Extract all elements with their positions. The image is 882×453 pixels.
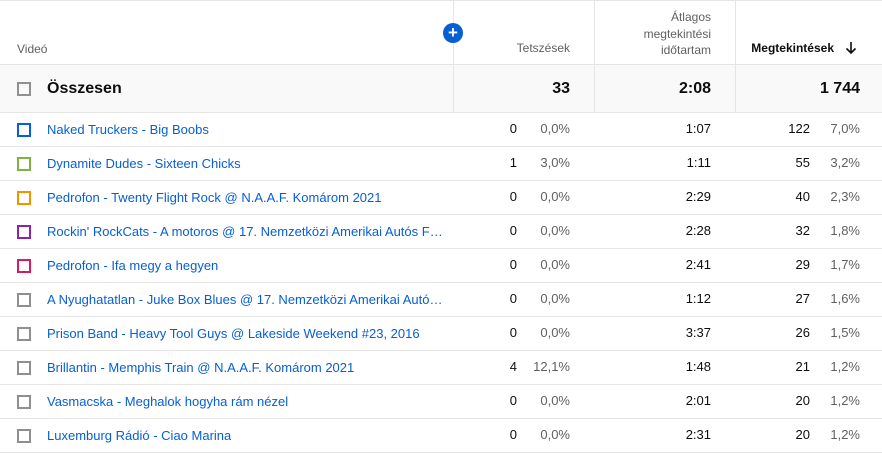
avg-watch-value: 1:48: [685, 359, 711, 374]
likes-percent: 0,0%: [540, 121, 570, 136]
likes-value: 1: [509, 155, 517, 170]
table-header: Videó Tetszések Átlagos megtekintési idő…: [0, 1, 882, 65]
row-checkbox[interactable]: [17, 224, 31, 239]
avg-watch-value: 3:37: [685, 325, 711, 340]
plus-circle-icon[interactable]: +: [443, 23, 463, 43]
video-title-link[interactable]: Naked Truckers - Big Boobs: [47, 121, 209, 137]
row-checkbox[interactable]: [17, 122, 31, 137]
table-row[interactable]: Pedrofon - Twenty Flight Rock @ N.A.A.F.…: [0, 181, 882, 215]
table-row[interactable]: Luxemburg Rádió - Ciao Marina 0 0,0% 2:3…: [0, 419, 882, 453]
likes-value: 0: [509, 189, 517, 204]
likes-value: 0: [509, 121, 517, 136]
table-row[interactable]: A Nyughatatlan - Juke Box Blues @ 17. Ne…: [0, 283, 882, 317]
likes-value: 0: [509, 291, 517, 306]
views-percent: 1,2%: [830, 393, 860, 408]
views-value: 27: [795, 291, 810, 306]
views-value: 26: [795, 325, 810, 340]
likes-percent: 0,0%: [540, 189, 570, 204]
views-value: 29: [795, 257, 810, 272]
arrow-down-icon[interactable]: [845, 41, 857, 55]
likes-value: 0: [509, 427, 517, 442]
row-checkbox[interactable]: [17, 428, 31, 443]
views-value: 20: [795, 427, 810, 442]
video-title-link[interactable]: Vasmacska - Meghalok hogyha rám nézel: [47, 393, 289, 409]
likes-value: 0: [509, 257, 517, 272]
row-checkbox[interactable]: [17, 326, 31, 341]
video-title-link[interactable]: Brillantin - Memphis Train @ N.A.A.F. Ko…: [47, 359, 355, 375]
avg-watch-header-line3: időtartam: [660, 43, 711, 57]
views-value: 32: [795, 223, 810, 238]
avg-watch-column-header[interactable]: Átlagos megtekintési időtartam: [594, 1, 735, 64]
likes-percent: 0,0%: [540, 257, 570, 272]
views-percent: 1,6%: [830, 291, 860, 306]
views-value: 20: [795, 393, 810, 408]
avg-watch-value: 2:28: [685, 223, 711, 238]
likes-percent: 0,0%: [540, 325, 570, 340]
views-column-header[interactable]: Megtekintések: [735, 1, 882, 64]
avg-watch-value: 1:07: [685, 121, 711, 136]
views-percent: 1,7%: [830, 257, 860, 272]
likes-value: 0: [509, 325, 517, 340]
video-title-link[interactable]: Prison Band - Heavy Tool Guys @ Lakeside…: [47, 325, 420, 341]
views-value: 40: [795, 189, 810, 204]
video-title-link[interactable]: Pedrofon - Ifa megy a hegyen: [47, 257, 219, 273]
row-checkbox[interactable]: [17, 292, 31, 307]
views-value: 21: [795, 359, 810, 374]
total-row: Összesen 33 2:08 1 744: [0, 65, 882, 113]
table-row[interactable]: Naked Truckers - Big Boobs 0 0,0% 1:07 1…: [0, 113, 882, 147]
video-title-link[interactable]: Rockin' RockCats - A motoros @ 17. Nemze…: [47, 223, 443, 239]
avg-watch-value: 1:11: [686, 155, 711, 170]
likes-percent: 12,1%: [533, 359, 570, 374]
table-row[interactable]: Pedrofon - Ifa megy a hegyen 0 0,0% 2:41…: [0, 249, 882, 283]
row-checkbox[interactable]: [17, 156, 31, 171]
likes-percent: 3,0%: [540, 155, 570, 170]
row-checkbox[interactable]: [17, 258, 31, 273]
views-percent: 1,2%: [830, 359, 860, 374]
total-checkbox[interactable]: [17, 81, 31, 96]
likes-column-header[interactable]: Tetszések: [453, 1, 594, 64]
row-checkbox[interactable]: [17, 394, 31, 409]
video-title-link[interactable]: A Nyughatatlan - Juke Box Blues @ 17. Ne…: [47, 291, 443, 307]
video-title-link[interactable]: Pedrofon - Twenty Flight Rock @ N.A.A.F.…: [47, 189, 382, 205]
row-checkbox[interactable]: [17, 360, 31, 375]
avg-watch-value: 2:29: [685, 189, 711, 204]
avg-watch-value: 2:01: [685, 393, 711, 408]
likes-value: 4: [509, 359, 517, 374]
video-rows: Naked Truckers - Big Boobs 0 0,0% 1:07 1…: [0, 113, 882, 453]
avg-watch-header-line2: megtekintési: [643, 26, 711, 41]
video-title-link[interactable]: Luxemburg Rádió - Ciao Marina: [47, 427, 232, 443]
row-checkbox[interactable]: [17, 190, 31, 205]
views-value: 122: [788, 121, 810, 136]
total-likes: 33: [453, 65, 594, 112]
likes-percent: 0,0%: [540, 223, 570, 238]
avg-watch-value: 2:41: [685, 257, 711, 272]
total-views: 1 744: [735, 65, 882, 112]
views-value: 55: [795, 155, 810, 170]
likes-percent: 0,0%: [540, 291, 570, 306]
table-row[interactable]: Brillantin - Memphis Train @ N.A.A.F. Ko…: [0, 351, 882, 385]
table-row[interactable]: Vasmacska - Meghalok hogyha rám nézel 0 …: [0, 385, 882, 419]
likes-percent: 0,0%: [540, 393, 570, 408]
table-row[interactable]: Rockin' RockCats - A motoros @ 17. Nemze…: [0, 215, 882, 249]
video-column-header[interactable]: Videó: [17, 42, 48, 56]
views-percent: 3,2%: [830, 155, 860, 170]
avg-watch-value: 1:12: [685, 291, 711, 306]
views-header-label: Megtekintések: [751, 41, 834, 55]
likes-value: 0: [509, 393, 517, 408]
avg-watch-value: 2:31: [685, 427, 711, 442]
views-percent: 1,8%: [830, 223, 860, 238]
total-avg-watch: 2:08: [594, 65, 735, 112]
total-label: Összesen: [47, 80, 122, 97]
likes-percent: 0,0%: [540, 427, 570, 442]
views-percent: 1,5%: [830, 325, 860, 340]
avg-watch-header-line1: Átlagos: [670, 10, 711, 24]
views-percent: 2,3%: [830, 189, 860, 204]
video-title-link[interactable]: Dynamite Dudes - Sixteen Chicks: [47, 155, 241, 171]
likes-value: 0: [509, 223, 517, 238]
views-percent: 7,0%: [830, 121, 860, 136]
table-row[interactable]: Prison Band - Heavy Tool Guys @ Lakeside…: [0, 317, 882, 351]
table-row[interactable]: Dynamite Dudes - Sixteen Chicks 1 3,0% 1…: [0, 147, 882, 181]
views-percent: 1,2%: [830, 427, 860, 442]
